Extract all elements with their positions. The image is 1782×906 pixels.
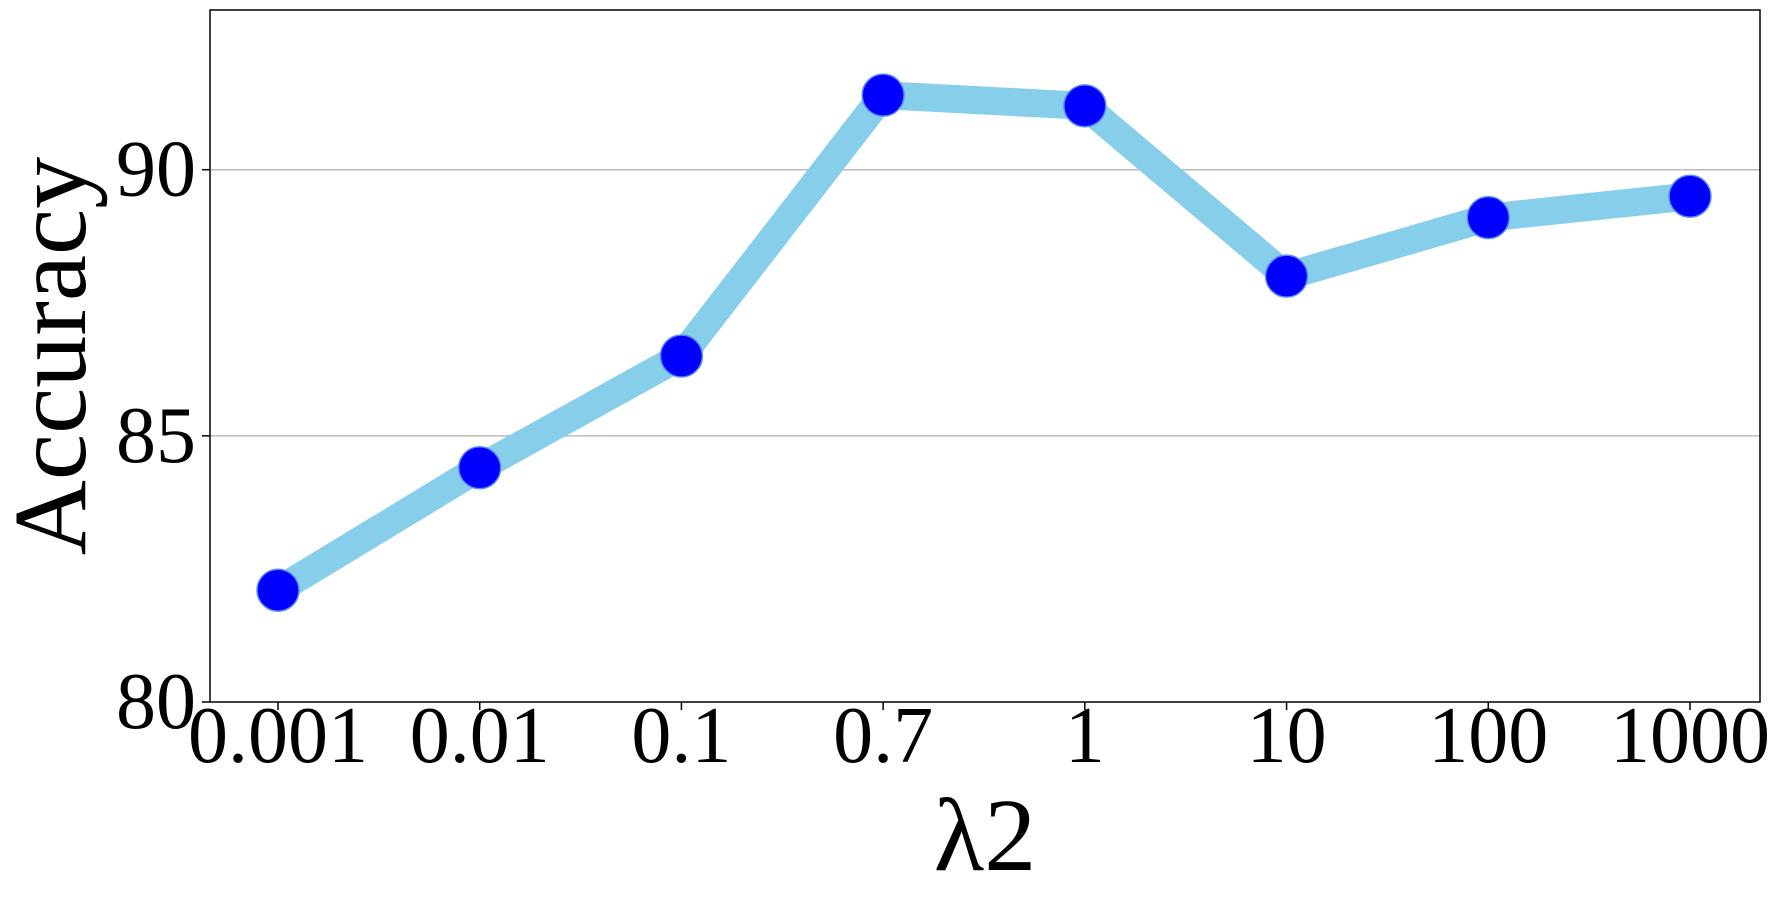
data-point-0.001 bbox=[256, 568, 300, 612]
data-point-0.01 bbox=[457, 446, 502, 490]
data-point-1 bbox=[1063, 84, 1107, 128]
data-point-10 bbox=[1264, 254, 1309, 298]
data-point-1000 bbox=[1668, 174, 1712, 219]
series-line-0 bbox=[270, 80, 1692, 603]
x-tick-label-0: 0.001 bbox=[188, 692, 368, 780]
x-axis-ticks: 0.001 0.01 0.1 0.7 1 10 100 1000 bbox=[188, 692, 1770, 780]
x-tick-label-2: 0.1 bbox=[631, 692, 731, 780]
y-tick-label-85: 85 bbox=[116, 392, 196, 480]
x-tick-label-5: 10 bbox=[1247, 692, 1327, 780]
y-tick-label-80: 80 bbox=[116, 658, 196, 746]
x-tick-label-4: 1 bbox=[1065, 692, 1105, 780]
y-tick-label-90: 90 bbox=[116, 126, 196, 214]
x-tick-label-7: 1000 bbox=[1610, 692, 1770, 780]
data-point-0.7 bbox=[861, 73, 905, 117]
y-axis-ticks: 80 85 90 bbox=[116, 126, 210, 746]
x-tick-label-1: 0.01 bbox=[410, 692, 550, 780]
series-layer bbox=[256, 73, 1712, 612]
x-axis-title: λ2 bbox=[934, 778, 1036, 893]
y-axis-title: Accuracy bbox=[0, 157, 108, 555]
grid-lines bbox=[210, 168, 1760, 437]
x-tick-label-3: 0.7 bbox=[833, 692, 933, 780]
data-point-0.1 bbox=[659, 334, 704, 378]
plot-frame bbox=[209, 9, 1761, 703]
x-tick-label-6: 100 bbox=[1428, 692, 1548, 780]
data-point-100 bbox=[1466, 195, 1511, 240]
